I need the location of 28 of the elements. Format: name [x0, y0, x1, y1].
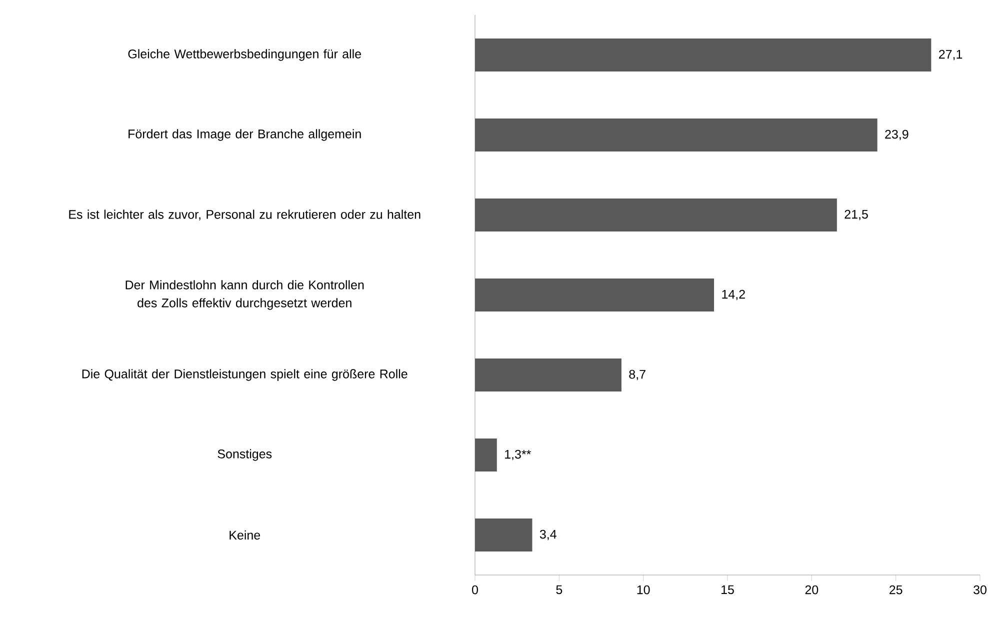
y-tick-label: Keine — [230, 530, 260, 540]
x-tick-label: 15 — [722, 585, 734, 594]
y-tick-label: Fördert das Image der Branche allgemein — [128, 129, 361, 141]
data-label: 1,3** — [505, 450, 531, 460]
bar — [475, 358, 622, 392]
bar — [475, 518, 532, 552]
x-tick-label: 20 — [805, 585, 818, 594]
x-tick-label: 0 — [472, 585, 478, 594]
y-tick-label: Sonstiges — [218, 449, 272, 461]
x-tick-label: 10 — [637, 585, 650, 594]
bar — [475, 38, 932, 72]
data-label: 8,7 — [629, 370, 646, 380]
x-tick-label: 5 — [556, 585, 562, 594]
y-tick-label: Es ist leichter als zuvor, Personal zu rekrutieren oder zu halten — [69, 210, 420, 220]
x-tick-label: 25 — [890, 585, 902, 594]
y-tick-label: Der Mindestlohn kann durch die Kontrollen des Zolls effektiv durchgesetzt werden — [126, 280, 364, 310]
data-label: 21,5 — [844, 210, 868, 220]
data-label: 23,9 — [885, 130, 908, 140]
bar — [475, 278, 714, 312]
y-tick-label: Die Qualität der Dienstleistungen spielt eine größere Rolle — [82, 369, 408, 381]
y-tick-label: Gleiche Wettbewerbsbedingungen für alle — [128, 49, 361, 61]
data-label: 27,1 — [939, 50, 962, 60]
bar — [475, 438, 497, 472]
x-tick-label: 30 — [974, 585, 986, 594]
bar — [475, 118, 878, 152]
bar — [475, 198, 837, 232]
data-label: 3,4 — [540, 530, 556, 540]
data-label: 14,2 — [722, 290, 745, 300]
